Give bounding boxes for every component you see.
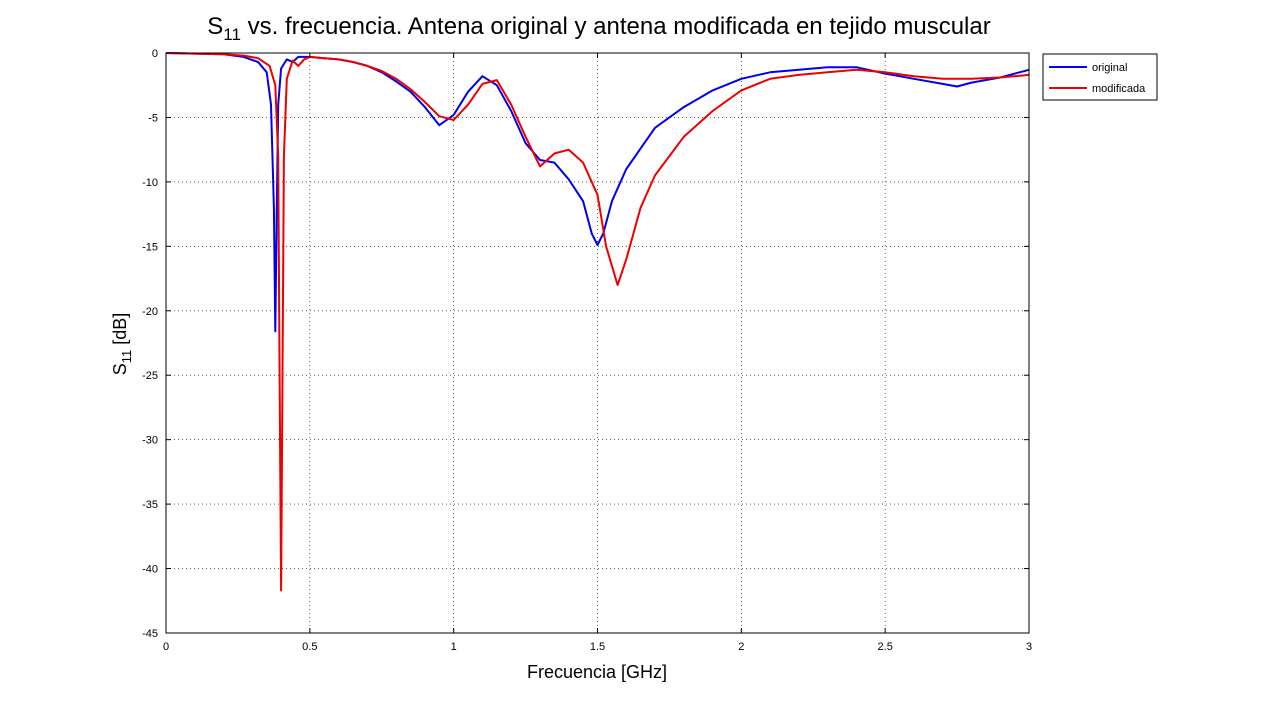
x-tick-label: 3	[1026, 641, 1032, 653]
chart-title: S11 vs. frecuencia. Antena original y an…	[207, 13, 990, 44]
series-layer	[165, 52, 1030, 592]
x-axis-label: Frecuencia [GHz]	[527, 662, 667, 682]
x-tick-label: 1	[451, 641, 457, 653]
x-tick-label: 2	[738, 641, 744, 653]
x-tick-label: 2.5	[878, 641, 893, 653]
legend-box	[1042, 53, 1158, 101]
y-tick-label: -15	[142, 241, 158, 253]
y-tick-label: -40	[142, 564, 158, 576]
grid-lines	[166, 53, 1029, 633]
y-tick-label: -25	[142, 370, 158, 382]
y-tick-label: -35	[142, 499, 158, 511]
x-tick-label: 0.5	[302, 641, 317, 653]
y-tick-label: -20	[142, 306, 158, 318]
y-axis-label: S11 [dB]	[110, 313, 134, 376]
legend-label-original: original	[1092, 62, 1127, 74]
series-line-modificada	[165, 52, 1030, 592]
y-tick-label: -5	[148, 112, 158, 124]
y-tick-label: -30	[142, 435, 158, 447]
y-tick-label: 0	[152, 48, 158, 60]
legend: original modificada	[1042, 53, 1158, 101]
x-tick-label: 1.5	[590, 641, 605, 653]
legend-label-modificada: modificada	[1092, 83, 1146, 95]
axis-ticks: 0 0.5 1 1.5 2 2.5 3 0 -5 -10 -15 -20 -25 -30 -35 -40 -45	[142, 48, 1032, 653]
x-tick-label: 0	[163, 641, 169, 653]
y-tick-label: -45	[142, 628, 158, 640]
y-tick-label: -10	[142, 177, 158, 189]
series-line-original	[165, 52, 1030, 333]
